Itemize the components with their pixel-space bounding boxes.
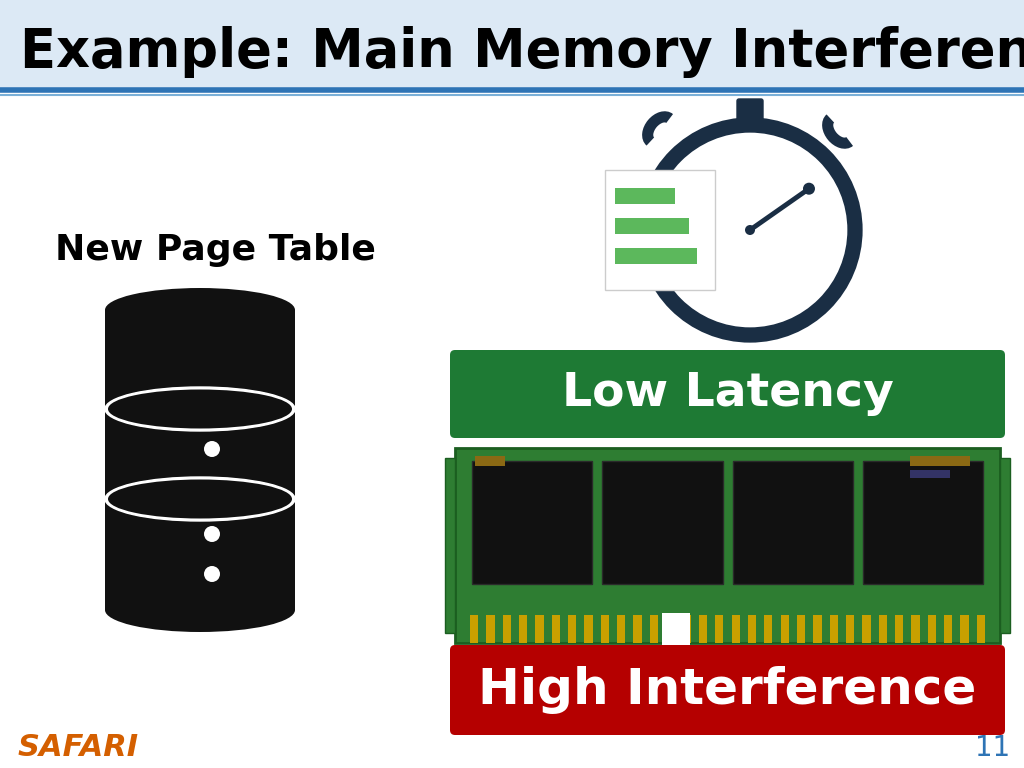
Bar	[455, 448, 1000, 643]
Text: New Page Table: New Page Table	[55, 233, 376, 267]
Bar	[470, 615, 478, 643]
Bar	[879, 615, 887, 643]
Bar	[601, 615, 609, 643]
Bar	[846, 615, 854, 643]
Bar	[683, 615, 691, 643]
Bar	[977, 615, 985, 643]
Circle shape	[745, 225, 755, 235]
Ellipse shape	[105, 588, 295, 632]
Bar	[731, 615, 739, 643]
Bar	[928, 615, 936, 643]
FancyBboxPatch shape	[737, 99, 763, 125]
FancyBboxPatch shape	[472, 461, 592, 584]
FancyBboxPatch shape	[602, 461, 723, 584]
Bar	[475, 456, 505, 466]
FancyBboxPatch shape	[445, 458, 455, 633]
FancyBboxPatch shape	[450, 645, 1005, 735]
Polygon shape	[105, 310, 295, 610]
Ellipse shape	[105, 477, 295, 521]
Bar	[585, 615, 593, 643]
FancyBboxPatch shape	[863, 461, 983, 584]
Ellipse shape	[108, 479, 292, 518]
Bar	[0, 92, 1024, 768]
Bar	[568, 615, 577, 643]
Circle shape	[204, 566, 220, 582]
Text: SAFARI: SAFARI	[18, 733, 139, 763]
Bar	[552, 615, 560, 643]
Bar	[862, 615, 870, 643]
Bar	[910, 456, 970, 466]
Text: 11: 11	[975, 734, 1010, 762]
Circle shape	[204, 441, 220, 457]
Bar	[536, 615, 544, 643]
Text: Example: Main Memory Interference: Example: Main Memory Interference	[20, 26, 1024, 78]
Ellipse shape	[105, 288, 295, 332]
Bar	[780, 615, 788, 643]
Bar	[745, 121, 755, 131]
Bar	[895, 615, 903, 643]
Circle shape	[654, 134, 846, 326]
FancyBboxPatch shape	[450, 350, 1005, 438]
Bar	[748, 615, 756, 643]
FancyBboxPatch shape	[605, 170, 715, 290]
Bar	[764, 615, 772, 643]
Bar	[503, 615, 511, 643]
FancyBboxPatch shape	[615, 248, 697, 264]
Bar	[944, 615, 952, 643]
Ellipse shape	[108, 389, 292, 429]
Bar	[910, 470, 950, 478]
Bar	[486, 615, 495, 643]
Bar	[663, 613, 690, 645]
Bar	[634, 615, 642, 643]
Bar	[813, 615, 821, 643]
FancyBboxPatch shape	[732, 461, 853, 584]
Bar	[911, 615, 920, 643]
FancyBboxPatch shape	[615, 188, 675, 204]
Text: Low Latency: Low Latency	[561, 372, 893, 416]
Ellipse shape	[105, 387, 295, 431]
Bar	[829, 615, 838, 643]
Bar	[617, 615, 626, 643]
Text: High Interference: High Interference	[478, 666, 977, 714]
Circle shape	[204, 526, 220, 542]
Bar	[961, 615, 969, 643]
Bar	[0, 0, 1024, 90]
Bar	[667, 615, 675, 643]
Circle shape	[803, 183, 815, 195]
FancyBboxPatch shape	[615, 218, 689, 234]
Bar	[519, 615, 527, 643]
Bar	[715, 615, 723, 643]
Bar	[699, 615, 707, 643]
Bar	[797, 615, 805, 643]
FancyBboxPatch shape	[1000, 458, 1010, 633]
Bar	[650, 615, 658, 643]
